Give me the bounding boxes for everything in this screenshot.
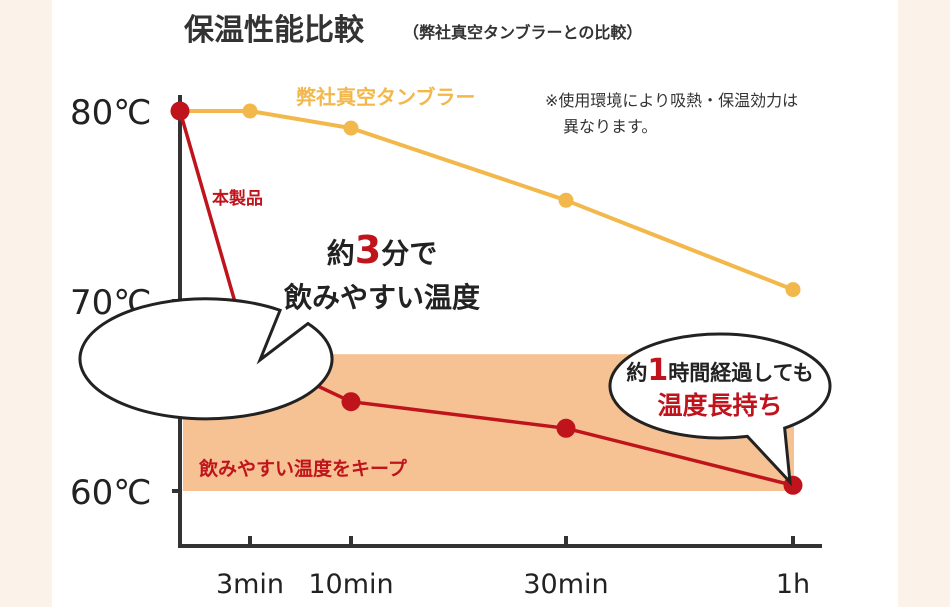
callout-bubble (608, 332, 832, 487)
data-point (170, 101, 190, 121)
data-point (242, 103, 258, 119)
x-tick-label: 1h (776, 569, 810, 600)
callout-line-1: 約3分で (327, 228, 437, 272)
chart-subtitle: （弊社真空タンブラーとの比較） (403, 23, 642, 42)
temperature-chart: 飲みやすい温度をキープ 保温性能比較 （弊社真空タンブラーとの比較） ※使用環境… (70, 13, 832, 600)
callout-text: 約 (327, 237, 355, 270)
callout-line-2: 飲みやすい温度 (284, 281, 480, 314)
data-point (343, 120, 359, 136)
series-label-tumbler: 弊社真空タンブラー (296, 85, 475, 109)
note-line-1: ※使用環境により吸熱・保温効力は (545, 91, 798, 110)
data-point (785, 282, 801, 298)
x-tick-label: 30min (523, 569, 608, 600)
callout-number: 1 (647, 353, 668, 388)
callout-line-2: 温度長持ち (657, 391, 782, 420)
callout-number: 3 (355, 228, 381, 272)
note-line-2: 異なります。 (563, 117, 657, 136)
band-label: 飲みやすい温度をキープ (198, 457, 408, 480)
series-line (180, 109, 794, 292)
data-point (341, 392, 361, 412)
series-label-product: 本製品 (212, 188, 263, 209)
chart-panel: 飲みやすい温度をキープ 保温性能比較 （弊社真空タンブラーとの比較） ※使用環境… (52, 0, 898, 607)
callout-bubble (78, 297, 334, 421)
chart-title: 保温性能比較 (184, 13, 365, 48)
x-tick-label: 3min (216, 569, 284, 600)
callout-text: 約 (626, 361, 647, 385)
callout-text: 時間経過しても (668, 361, 813, 385)
data-point (556, 418, 576, 438)
callout-3min: 約3分で 飲みやすい温度 (78, 228, 480, 421)
data-point (558, 192, 574, 208)
callout-1h: 約1時間経過しても 温度長持ち (608, 332, 832, 487)
x-tick-label: 10min (308, 569, 393, 600)
y-tick-label: 80℃ (70, 93, 151, 133)
callout-text: 分で (381, 237, 437, 270)
y-tick-label: 60℃ (70, 473, 151, 513)
x-tick-group: 3min 10min 30min 1h (216, 536, 810, 600)
callout-line-1: 約1時間経過しても (626, 353, 813, 388)
